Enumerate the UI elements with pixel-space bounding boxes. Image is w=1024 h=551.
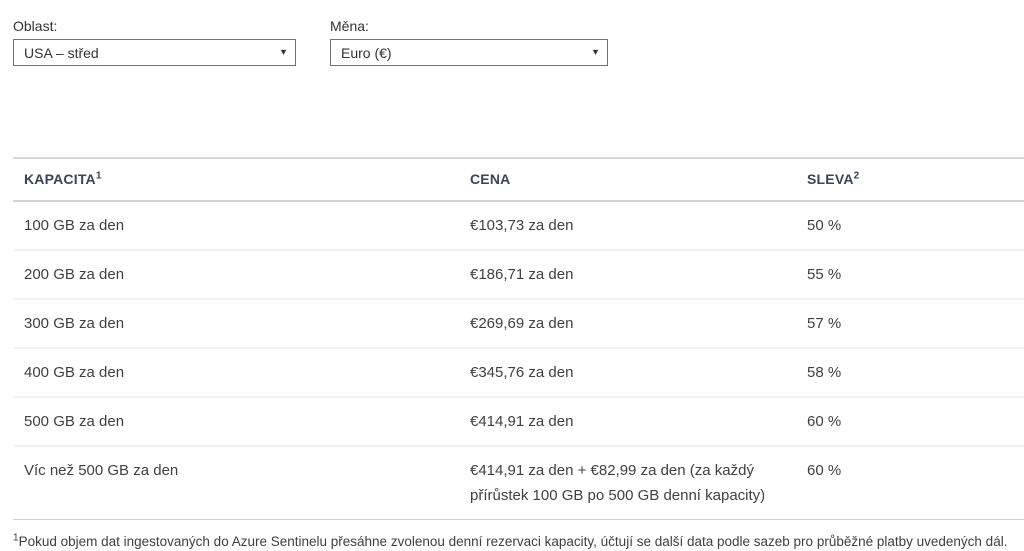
pricing-table-body: 100 GB za den €103,73 za den 50 % 200 GB… [13, 201, 1024, 520]
table-row: 200 GB za den €186,71 za den 55 % [13, 249, 1024, 299]
price-cell: €269,69 za den [470, 298, 807, 348]
pricing-table: KAPACITA1 CENA SLEVA2 100 GB za den €103… [13, 157, 1024, 520]
region-select[interactable]: USA – střed ▾ [13, 39, 296, 66]
chevron-down-icon: ▾ [592, 46, 599, 58]
capacity-cell: 200 GB za den [13, 249, 470, 299]
price-cell: €414,91 za den [470, 396, 807, 446]
region-label: Oblast: [13, 18, 58, 34]
price-cell: €186,71 za den [470, 249, 807, 299]
price-cell: €414,91 za den + €82,99 za den (za každý… [470, 445, 807, 520]
footnote-marker: 1 [13, 532, 19, 544]
price-cell: €103,73 za den [470, 217, 574, 234]
discount-footnote-marker: 2 [853, 170, 860, 182]
pricing-table-header: KAPACITA1 CENA SLEVA2 [13, 157, 1024, 202]
capacity-cell: 100 GB za den [24, 217, 125, 234]
currency-label: Měna: [330, 18, 369, 34]
table-row: 400 GB za den €345,76 za den 58 % [13, 347, 1024, 397]
capacity-footnote-marker: 1 [95, 170, 102, 182]
capacity-cell: Víc než 500 GB za den [13, 445, 470, 520]
column-header-discount: SLEVA2 [807, 157, 1024, 202]
column-header-discount-label: SLEVA [807, 171, 854, 187]
capacity-cell: 500 GB za den [13, 396, 470, 446]
column-header-price-label: CENA [470, 171, 511, 187]
currency-select[interactable]: Euro (€) ▾ [330, 39, 608, 66]
discount-cell: 57 % [807, 298, 1024, 348]
currency-filter: Měna: Euro (€) ▾ [330, 18, 608, 66]
chevron-down-icon: ▾ [280, 46, 287, 58]
column-header-capacity: KAPACITA1 [13, 157, 470, 202]
footnote: 1Pokud objem dat ingestovaných do Azure … [13, 533, 1013, 551]
column-header-price: CENA [470, 157, 807, 202]
table-row: 100 GB za den €103,73 za den 50 % [13, 201, 1024, 250]
discount-cell: 60 % [807, 396, 1024, 446]
table-row: Víc než 500 GB za den €414,91 za den + €… [13, 445, 1024, 520]
header-row: KAPACITA1 CENA SLEVA2 [13, 157, 1024, 202]
discount-cell: 58 % [807, 347, 1024, 397]
discount-cell: 60 % [807, 445, 1024, 520]
region-filter: Oblast: USA – střed ▾ [13, 18, 296, 66]
column-header-capacity-label: KAPACITA [24, 171, 96, 187]
currency-select-value: Euro (€) [341, 44, 392, 61]
filter-controls: Oblast: USA – střed ▾ Měna: Euro (€) ▾ [0, 0, 1024, 66]
footnote-text: Pokud objem dat ingestovaných do Azure S… [18, 534, 1008, 549]
discount-cell: 55 % [807, 249, 1024, 299]
table-row: 300 GB za den €269,69 za den 57 % [13, 298, 1024, 348]
capacity-cell: 400 GB za den [13, 347, 470, 397]
capacity-cell: 300 GB za den [13, 298, 470, 348]
price-cell: €345,76 za den [470, 347, 807, 397]
discount-cell: 50 % [807, 217, 842, 234]
table-row: 500 GB za den €414,91 za den 60 % [13, 396, 1024, 446]
region-select-value: USA – střed [24, 44, 99, 61]
